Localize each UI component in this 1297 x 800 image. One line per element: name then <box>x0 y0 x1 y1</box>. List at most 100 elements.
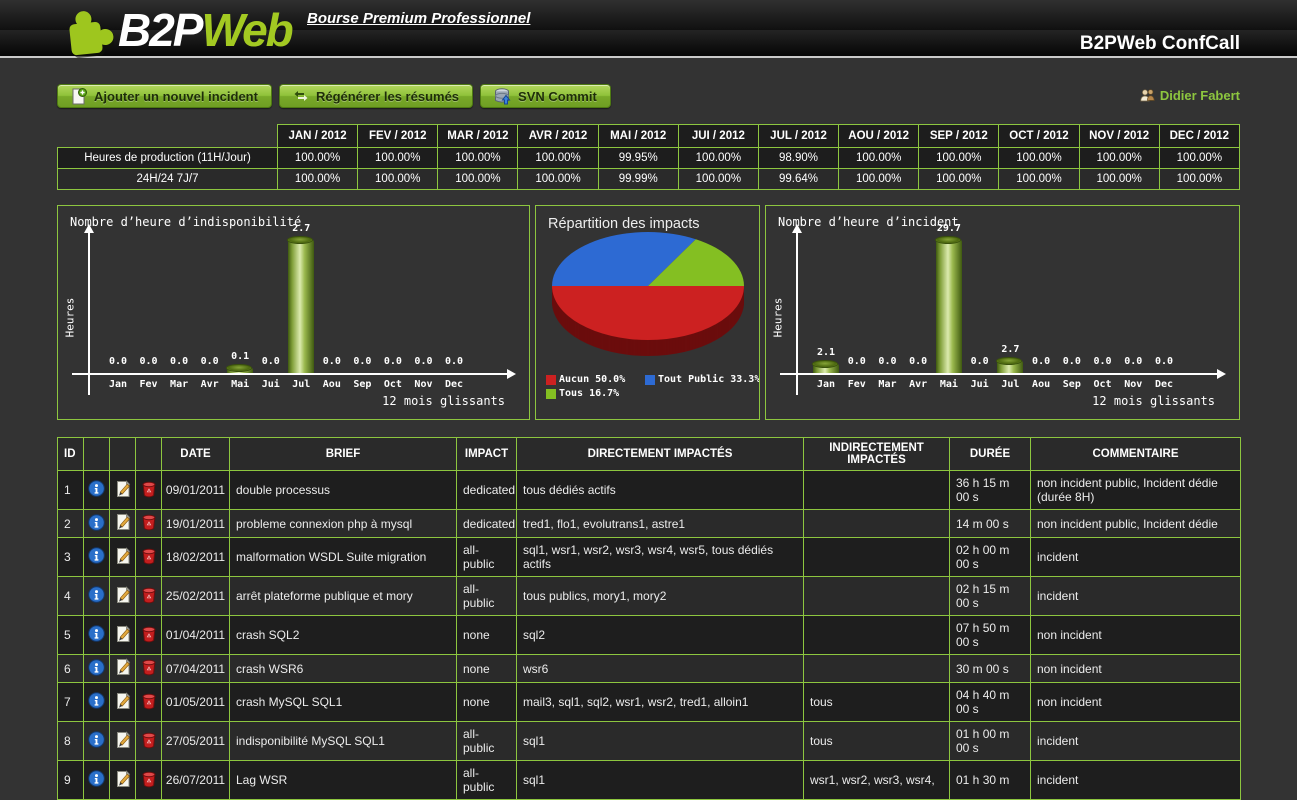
incident-impact: none <box>456 682 517 722</box>
table-row: 8 27/05/2011 indisponibilité MySQL SQL1 … <box>57 721 1241 761</box>
info-icon[interactable] <box>88 586 105 603</box>
month-header: NOV / 2012 <box>1078 124 1160 148</box>
bar-value-label: 0.0 <box>139 356 158 367</box>
bar-value-label: 0.1 <box>231 351 250 362</box>
availability-value: 100.00% <box>1158 168 1241 190</box>
incident-direct-impacted: tous dédiés actifs <box>516 470 804 510</box>
edit-icon[interactable] <box>114 479 132 498</box>
availability-value: 100.00% <box>517 168 599 190</box>
pie-slice <box>552 232 696 286</box>
current-user[interactable]: Didier Fabert <box>1140 88 1240 103</box>
bar-value-label: 29.7 <box>936 223 961 234</box>
incident-impact: dedicated <box>456 470 517 510</box>
incident-id: 9 <box>57 760 84 800</box>
edit-icon[interactable] <box>114 513 132 531</box>
incident-date: 01/04/2011 <box>161 615 230 655</box>
delete-icon[interactable] <box>141 513 157 531</box>
toolbar: Ajouter un nouvel incident Régénérer les… <box>57 84 611 108</box>
chart-title: Nombre d’heure d’incident <box>778 215 959 229</box>
incident-direct-impacted: sql1 <box>516 721 804 761</box>
category-label: Aou <box>1032 379 1051 390</box>
category-label: Jan <box>816 379 836 390</box>
availability-value: 100.00% <box>998 147 1080 169</box>
top-bar <box>0 0 1297 30</box>
legend-item: Aucun 50.0% <box>546 374 645 385</box>
incident-id: 1 <box>57 470 84 510</box>
info-icon[interactable] <box>88 547 105 564</box>
edit-icon[interactable] <box>114 585 132 604</box>
table-row: 4 25/02/2011 arrêt plateforme publique e… <box>57 576 1241 616</box>
month-header: AVR / 2012 <box>517 124 599 148</box>
edit-icon[interactable] <box>114 658 132 676</box>
edit-icon[interactable] <box>114 769 132 788</box>
delete-icon[interactable] <box>141 731 157 749</box>
incidents-column-header: BRIEF <box>229 437 457 471</box>
incident-brief: probleme connexion php à mysql <box>229 509 457 538</box>
info-icon[interactable] <box>88 658 105 676</box>
availability-value: 100.00% <box>437 168 519 190</box>
info-icon[interactable] <box>88 480 105 497</box>
bar-value-label: 0.0 <box>909 356 928 367</box>
bar-value-label: 0.0 <box>108 356 128 367</box>
delete-icon[interactable] <box>141 480 157 498</box>
info-icon[interactable] <box>88 731 105 748</box>
category-label: Jan <box>108 379 128 390</box>
bar-value-label: 0.0 <box>444 356 464 367</box>
delete-icon[interactable] <box>141 586 157 604</box>
incident-brief: arrêt plateforme publique et mory <box>229 576 457 616</box>
regenerate-summaries-button[interactable]: Régénérer les résumés <box>278 84 474 108</box>
delete-icon[interactable] <box>141 625 157 643</box>
incident-comment: incident <box>1030 537 1241 577</box>
delete-icon[interactable] <box>141 770 157 788</box>
puzzle-piece-icon <box>58 6 116 62</box>
category-label: Mai <box>939 379 958 390</box>
availability-row: Heures de production (11H/Jour) 100.00% 10… <box>57 147 1241 169</box>
incident-indirect-impacted <box>803 576 950 616</box>
bar-value-label: 0.0 <box>970 356 989 367</box>
bar-value-label: 0.0 <box>414 356 433 367</box>
refresh-arrows-icon <box>293 89 309 103</box>
incident-id: 5 <box>57 615 84 655</box>
b2pweb-logo: B2PWeb <box>58 2 294 62</box>
availability-value: 100.00% <box>998 168 1080 190</box>
info-icon[interactable] <box>88 625 105 642</box>
month-header: OCT / 2012 <box>998 124 1080 148</box>
category-label: Aou <box>322 379 341 390</box>
delete-icon[interactable] <box>141 547 157 565</box>
delete-icon[interactable] <box>141 658 157 676</box>
user-name: Didier Fabert <box>1159 88 1240 103</box>
bar-value-label: 0.0 <box>383 356 402 367</box>
incident-impact: all-public <box>456 537 517 577</box>
edit-icon[interactable] <box>114 730 132 749</box>
category-label: Fev <box>847 379 866 390</box>
svn-commit-button[interactable]: SVN Commit <box>480 84 611 108</box>
legend-item: Tout Public 33.3% <box>645 374 759 385</box>
table-row: 6 07/04/2011 crash WSR6 none wsr6 <box>57 654 1241 683</box>
incident-indirect-impacted: tous <box>803 721 950 761</box>
incident-comment: incident <box>1030 721 1241 761</box>
add-incident-button[interactable]: Ajouter un nouvel incident <box>57 84 272 108</box>
incident-brief: indisponibilité MySQL SQL1 <box>229 721 457 761</box>
incident-indirect-impacted: tous <box>803 682 950 722</box>
info-icon[interactable] <box>88 513 105 531</box>
legend-label: Tous 16.7% <box>559 388 620 399</box>
bar <box>813 364 839 373</box>
pie-legend: Aucun 50.0% Tout Public 33.3% Tous 16.7% <box>546 374 759 399</box>
edit-icon[interactable] <box>114 624 132 643</box>
delete-icon[interactable] <box>141 692 157 710</box>
month-header: AOU / 2012 <box>838 124 920 148</box>
category-label: Jul <box>1001 379 1020 390</box>
info-icon[interactable] <box>88 692 105 709</box>
availability-value: 100.00% <box>1158 147 1241 169</box>
incident-brief: Lag WSR <box>229 760 457 800</box>
availability-row: 24H/24 7J/7 100.00% 100.00% 100.00% 100.00% 9… <box>57 168 1241 190</box>
info-icon[interactable] <box>88 770 105 787</box>
pie-slice <box>648 239 744 286</box>
edit-icon[interactable] <box>114 691 132 710</box>
edit-icon[interactable] <box>114 546 132 565</box>
legend-swatch <box>645 374 655 385</box>
availability-value: 99.95% <box>597 147 679 169</box>
legend-swatch <box>546 388 556 399</box>
chart-title: Nombre d’heure d’indisponibilité <box>70 215 302 229</box>
category-label: Nov <box>414 379 433 390</box>
